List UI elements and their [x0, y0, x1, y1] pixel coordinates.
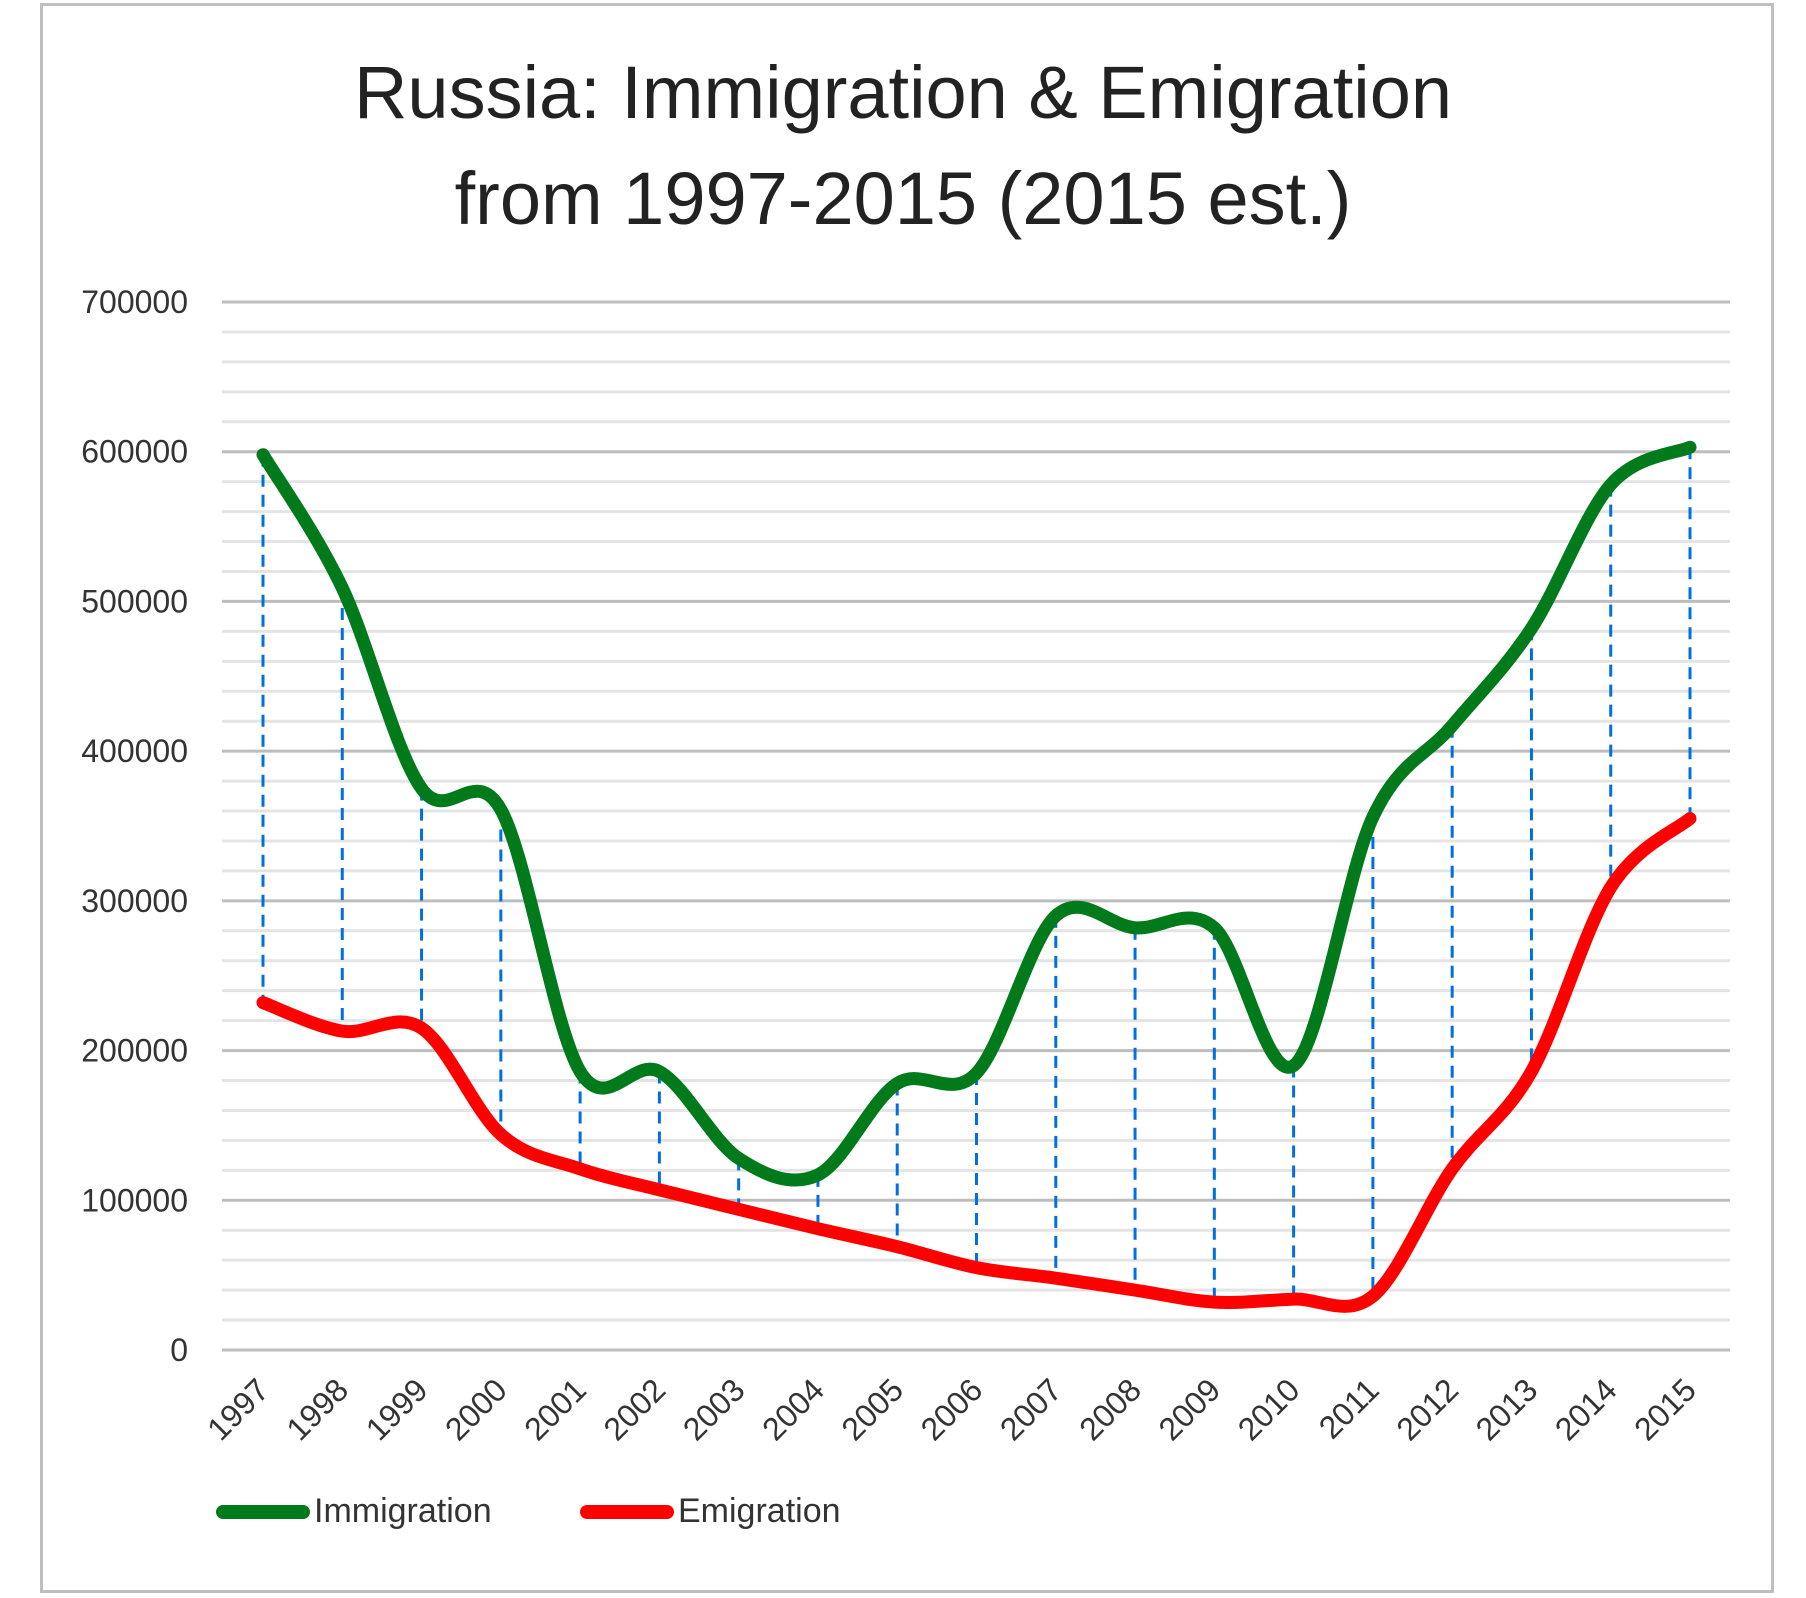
y-tick-label: 200000	[81, 1033, 188, 1069]
chart-title-line-1: Russia: Immigration & Emigration	[353, 51, 1453, 134]
x-tick-label: 2004	[755, 1371, 831, 1447]
x-tick-label: 2003	[676, 1371, 752, 1447]
legend-label-emigration: Emigration	[678, 1492, 841, 1530]
x-tick-label: 2000	[438, 1371, 514, 1447]
legend-item-emigration: Emigration	[580, 1492, 841, 1531]
x-tick-label: 2008	[1072, 1371, 1148, 1447]
x-tick-label: 2010	[1231, 1371, 1307, 1447]
y-tick-label: 400000	[81, 733, 188, 769]
chart-title-line-2: from 1997-2015 (2015 est.)	[454, 157, 1352, 240]
y-tick-label: 300000	[81, 883, 188, 919]
series-line-immigration	[256, 440, 1697, 1187]
legend-swatch-immigration	[216, 1504, 310, 1519]
x-tick-label: 2001	[517, 1371, 593, 1447]
x-tick-label: 2002	[597, 1371, 673, 1447]
x-tick-label: 2013	[1469, 1371, 1545, 1447]
y-tick-label: 500000	[81, 583, 188, 619]
x-tick-label: 2005	[834, 1371, 910, 1447]
x-tick-label: 1997	[200, 1371, 276, 1447]
y-tick-label: 600000	[81, 434, 188, 470]
x-tick-label: 2006	[914, 1371, 990, 1447]
chart-frame	[40, 3, 1774, 1593]
x-tick-label: 1998	[279, 1371, 355, 1447]
y-tick-label: 700000	[81, 284, 188, 320]
x-tick-label: 2011	[1312, 1371, 1386, 1445]
x-tick-label: 2007	[993, 1371, 1069, 1447]
y-tick-label: 100000	[81, 1182, 188, 1218]
legend-swatch-emigration	[580, 1504, 674, 1519]
chart-title: Russia: Immigration & Emigration from 19…	[0, 40, 1806, 252]
x-tick-label: 2009	[1151, 1371, 1227, 1447]
y-tick-label: 0	[170, 1332, 188, 1368]
legend-label-immigration: Immigration	[314, 1492, 492, 1530]
x-tick-label: 2015	[1627, 1371, 1703, 1447]
legend-item-immigration: Immigration	[216, 1492, 492, 1531]
x-tick-label: 1999	[359, 1371, 435, 1447]
x-tick-label: 2012	[1389, 1371, 1465, 1447]
x-tick-label: 2014	[1548, 1371, 1624, 1447]
